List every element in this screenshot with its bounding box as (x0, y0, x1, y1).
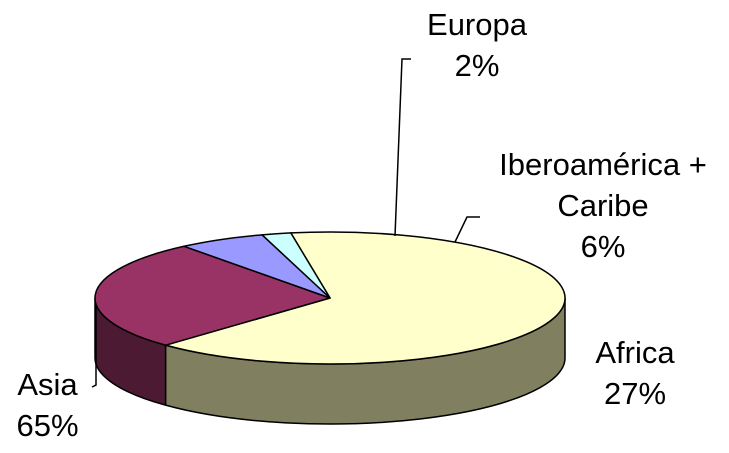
label-asia-name: Asia (17, 367, 78, 402)
pie-slice-africa (94, 245, 331, 346)
leader-line-asia (91, 305, 97, 388)
label-asia: Asia 65% (0, 364, 95, 446)
pie-slice-europa (261, 232, 331, 299)
label-iberoamerica-value: 6% (580, 229, 626, 264)
label-africa-name: Africa (595, 335, 675, 370)
label-europa-value: 2% (454, 48, 500, 83)
label-iberoamerica-line2: Caribe (557, 188, 649, 223)
label-africa-value: 27% (603, 376, 667, 411)
label-iberoamerica-line1: Iberoamérica + (499, 147, 707, 182)
label-iberoamerica: Iberoamérica + Caribe 6% (478, 144, 728, 267)
label-europa: Europa 2% (402, 4, 552, 86)
label-europa-name: Europa (427, 7, 527, 42)
label-africa: Africa 27% (570, 332, 700, 414)
pie-slice-asia (164, 231, 566, 365)
leader-line-iberoamerica (454, 216, 480, 243)
leader-line-europa (394, 58, 411, 237)
label-asia-value: 65% (16, 408, 79, 443)
